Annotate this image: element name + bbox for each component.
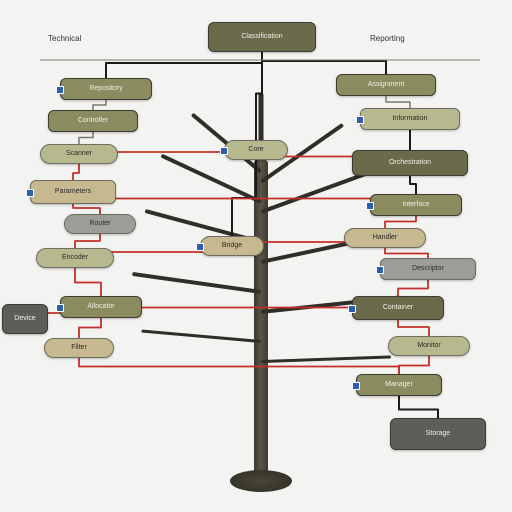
tree-base bbox=[230, 470, 292, 492]
node-n-root: Classification bbox=[208, 22, 316, 52]
connector-dot bbox=[56, 304, 64, 312]
diagram-stage: Classification Repository Controller Scanne… bbox=[0, 0, 512, 512]
node-n-l5: Router bbox=[64, 214, 136, 234]
connector-dot bbox=[348, 305, 356, 313]
connector-dot bbox=[26, 189, 34, 197]
tree-branch bbox=[141, 330, 261, 343]
connector-dot bbox=[366, 202, 374, 210]
node-n-r1: Assignment bbox=[336, 74, 436, 96]
node-n-c1: Core bbox=[224, 140, 288, 160]
node-n-r2: Information bbox=[360, 108, 460, 130]
node-n-l7: Allocator bbox=[60, 296, 142, 318]
node-n-l3: Scanner bbox=[40, 144, 118, 164]
connector-dot bbox=[56, 86, 64, 94]
node-n-bot: Storage bbox=[390, 418, 486, 450]
node-n-r5: Handler bbox=[344, 228, 426, 248]
node-n-r3: Orchestration bbox=[352, 150, 468, 176]
node-n-c2: Bridge bbox=[200, 236, 264, 256]
node-n-r4: Interface bbox=[370, 194, 462, 216]
node-n-r8: Monitor bbox=[388, 336, 470, 356]
connector-dot bbox=[220, 147, 228, 155]
node-n-l1: Repository bbox=[60, 78, 152, 100]
node-n-r7: Container bbox=[352, 296, 444, 320]
edge-n-l8-n-r9 bbox=[79, 348, 399, 385]
node-n-l6: Encoder bbox=[36, 248, 114, 268]
connector-dot bbox=[352, 382, 360, 390]
node-n-l8: Filter bbox=[44, 338, 114, 358]
node-n-r6: Descriptor bbox=[380, 258, 476, 280]
node-n-l2: Controller bbox=[48, 110, 138, 132]
node-n-far-l: Device bbox=[2, 304, 48, 334]
tree-branch bbox=[132, 272, 261, 294]
connector-dot bbox=[376, 266, 384, 274]
connector-dot bbox=[356, 116, 364, 124]
label-lab-right: Reporting bbox=[370, 34, 405, 43]
node-n-r9: Manager bbox=[356, 374, 442, 396]
connector-dot bbox=[196, 243, 204, 251]
node-n-l4: Parameters bbox=[30, 180, 116, 204]
tree-branch bbox=[261, 355, 391, 363]
label-lab-left: Technical bbox=[48, 34, 81, 43]
